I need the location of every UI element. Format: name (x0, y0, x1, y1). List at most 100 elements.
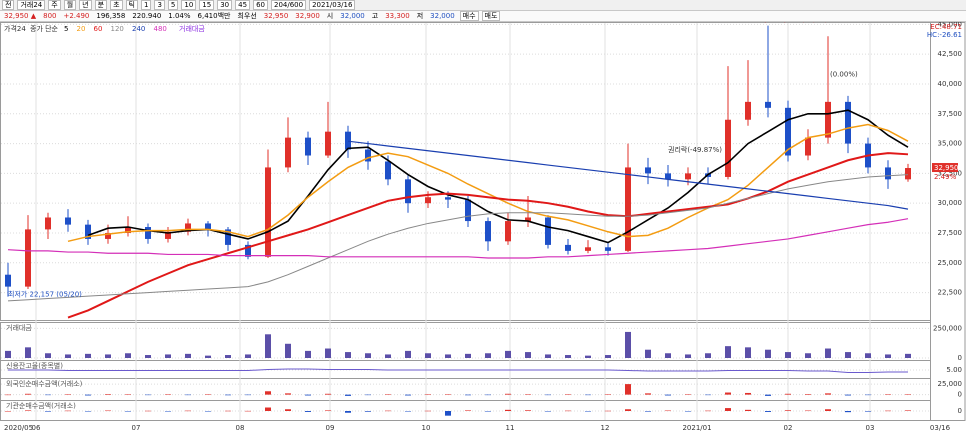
net-buy-bar (65, 410, 71, 412)
net-buy-bar (325, 393, 331, 395)
order-button[interactable]: 매수 (459, 11, 479, 21)
candle-body (605, 247, 611, 251)
annotation: 최저가 22,157 (05/20) (8, 290, 82, 299)
toolbar-button[interactable]: 전 (2, 0, 15, 10)
volume-bar (125, 353, 131, 358)
legend-prefix: 종가 단순 (30, 24, 59, 33)
candle-body (305, 137, 311, 156)
net-buy-bar (465, 394, 471, 396)
annotation: 권리락(-49.87%) (668, 145, 722, 154)
net-buy-bar (445, 394, 451, 395)
net-buy-bar (685, 411, 691, 412)
net-buy-bar (885, 394, 891, 395)
volume-bar (725, 346, 731, 358)
net-buy-bar (345, 394, 351, 396)
net-buy-bar (785, 410, 791, 411)
candle-body (905, 168, 911, 180)
net-buy-bar (625, 384, 631, 395)
net-buy-bar (865, 411, 871, 412)
net-buy-bar (365, 394, 371, 396)
net-buy-bar (425, 410, 431, 412)
toolbar-button[interactable]: 2021/03/16 (309, 0, 356, 10)
candle-body (265, 167, 271, 257)
candle-body (105, 232, 111, 239)
net-buy-bar (865, 394, 871, 396)
net-buy-bar (885, 410, 891, 412)
candle-body (725, 119, 731, 177)
candle-body (825, 101, 831, 138)
panel-title: 외국인순매수금액(거래소) (6, 379, 83, 388)
toolbar-button[interactable]: 30 (217, 0, 233, 10)
volume-bar (5, 350, 11, 358)
x-tick-label: 11 (506, 424, 515, 432)
candle-body (25, 229, 31, 287)
toolbar-button[interactable]: 년 (79, 0, 92, 10)
net-buy-bar (405, 394, 411, 396)
net-buy-bar (845, 394, 851, 396)
x-tick-label: 09 (326, 424, 335, 432)
legend-entry: 60 (94, 25, 103, 33)
net-buy-bar (45, 411, 51, 412)
toolbar-button[interactable]: 5 (167, 0, 179, 10)
corner-label: EC:48.71 (930, 23, 962, 31)
y-tick-label: 30,000 (938, 199, 963, 207)
toolbar-button[interactable]: 60 (253, 0, 268, 10)
info-field: 6,410백만 (197, 12, 231, 20)
order-button[interactable]: 매도 (481, 11, 501, 21)
volume-bar (445, 354, 451, 358)
toolbar-button[interactable]: 거래24 (17, 0, 46, 10)
info-field: 800 (43, 12, 57, 20)
volume-bar (105, 354, 111, 358)
x-tick-label: 10 (422, 424, 431, 432)
toolbar-button[interactable]: 45 (235, 0, 251, 10)
candle-body (665, 173, 671, 180)
volume-bar (385, 354, 391, 358)
net-buy-bar (205, 394, 211, 395)
toolbar-button[interactable]: 주 (48, 0, 61, 10)
volume-bar (425, 353, 431, 358)
candle-body (465, 199, 471, 222)
net-buy-bar (205, 411, 211, 412)
toolbar-button[interactable]: 1 (140, 0, 152, 10)
volume-bar (285, 343, 291, 358)
toolbar-button[interactable]: 204/600 (270, 0, 307, 10)
volume-bar (885, 354, 891, 358)
volume-bar (405, 350, 411, 358)
info-field: 32,950 ▲ (4, 12, 37, 20)
net-buy-bar (685, 394, 691, 395)
net-buy-bar (105, 410, 111, 412)
candle-body (565, 244, 571, 251)
info-field: 32,900 (295, 12, 320, 20)
volume-bar (305, 350, 311, 358)
volume-bar (905, 353, 911, 358)
net-buy-bar (25, 393, 31, 395)
info-field: 33,300 (385, 12, 410, 20)
net-buy-bar (485, 411, 491, 412)
y-tick-label: 32,500 (938, 169, 963, 177)
net-buy-bar (125, 411, 131, 412)
y-tick-label: 5.00 (946, 366, 962, 374)
net-buy-bar (165, 411, 171, 412)
y-tick-label: 0 (958, 354, 962, 362)
net-buy-bar (485, 394, 491, 396)
toolbar-button[interactable]: 초 (110, 0, 123, 10)
net-buy-bar (25, 410, 31, 411)
toolbar-button[interactable]: 10 (181, 0, 197, 10)
toolbar-button[interactable]: 분 (94, 0, 108, 10)
toolbar-button[interactable]: 월 (63, 0, 77, 10)
net-buy-bar (725, 408, 731, 411)
net-buy-bar (825, 393, 831, 395)
candle-body (85, 224, 91, 239)
net-buy-bar (265, 407, 271, 411)
volume-bar (505, 350, 511, 358)
net-buy-bar (345, 411, 351, 413)
legend-entry: 20 (77, 25, 86, 33)
toolbar-button[interactable]: 틱 (125, 0, 138, 10)
toolbar-button[interactable]: 15 (199, 0, 215, 10)
toolbar-button[interactable]: 3 (154, 0, 165, 10)
net-buy-bar (745, 409, 751, 411)
net-buy-bar (5, 394, 11, 396)
net-buy-bar (765, 411, 771, 412)
net-buy-bar (85, 411, 91, 412)
